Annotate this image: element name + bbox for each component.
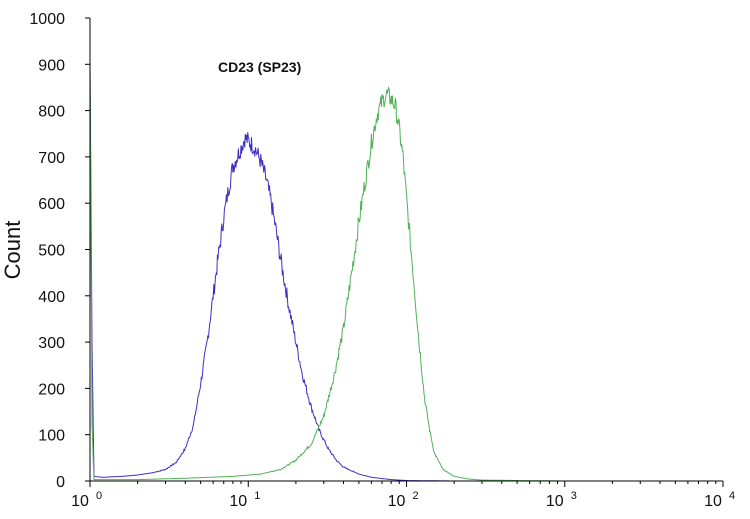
y-tick-label: 400 [38, 289, 65, 306]
x-tick-exponent: 2 [413, 490, 419, 502]
y-tick-label: 700 [38, 150, 65, 167]
histogram-series-2 [89, 64, 723, 482]
x-tick-label: 10 [229, 493, 247, 510]
y-tick-label: 600 [38, 196, 65, 213]
x-tick-label: 10 [704, 493, 722, 510]
y-tick-label: 800 [38, 104, 65, 121]
x-tick-exponent: 1 [254, 490, 260, 502]
x-tick-group: 10 0 10 1 10 2 10 3 10 4 [71, 481, 735, 510]
y-tick-label: 1000 [29, 11, 65, 28]
y-tick-label: 900 [38, 57, 65, 74]
x-tick-exponent: 0 [96, 490, 102, 502]
y-axis-label: Count [0, 221, 25, 280]
chart-title: CD23 (SP23) [218, 59, 301, 75]
x-tick-exponent: 3 [571, 490, 577, 502]
x-tick-label: 10 [71, 493, 89, 510]
y-tick-label: 300 [38, 335, 65, 352]
x-tick-label: 10 [388, 493, 406, 510]
series-layer [89, 64, 723, 482]
x-tick-label: 10 [546, 493, 564, 510]
y-tick-group: 0 100 200 300 400 500 600 700 800 900 1000 [29, 11, 90, 491]
y-tick-label: 0 [56, 474, 65, 491]
y-tick-label: 100 [38, 428, 65, 445]
y-tick-label: 500 [38, 243, 65, 260]
x-tick-exponent: 4 [729, 490, 735, 502]
y-tick-label: 200 [38, 381, 65, 398]
histogram-series-1 [89, 64, 723, 482]
